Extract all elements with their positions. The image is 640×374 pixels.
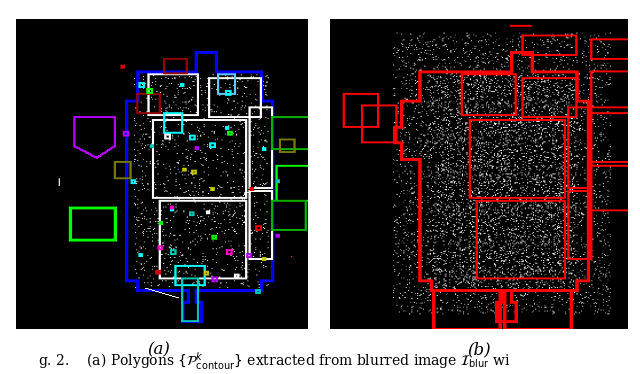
Text: (b): (b) <box>467 341 490 358</box>
Text: g. 2.    (a) Polygons $\{\mathcal{P}^k_\mathrm{contour}\}$ extracted from blurre: g. 2. (a) Polygons $\{\mathcal{P}^k_\mat… <box>38 350 511 372</box>
Text: (a): (a) <box>147 341 170 358</box>
